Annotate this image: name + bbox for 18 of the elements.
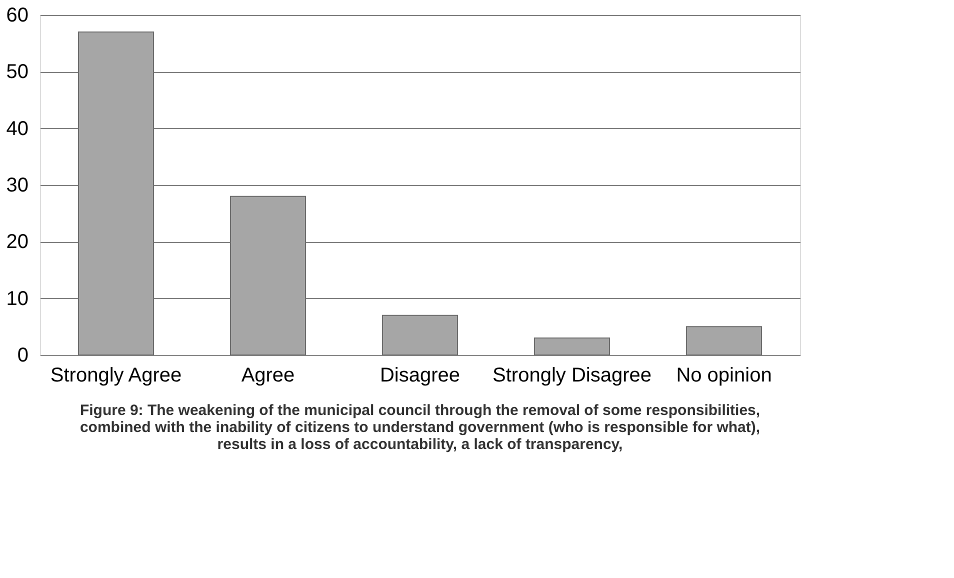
y-tick-label: 60 xyxy=(6,4,28,26)
y-tick-label: 20 xyxy=(6,231,28,254)
x-tick-label: Strongly Agree xyxy=(50,364,182,386)
text: Figure 9: The weakening of the municipal council through the removal of some responsibilities, combined with the inability of citizens to understand government (who is responsible for what), results in a loss of accountability, a lack of transparency, xyxy=(80,402,760,453)
x-tick-label: Disagree xyxy=(380,364,460,386)
bar xyxy=(686,326,762,356)
bar xyxy=(78,32,154,356)
x-tick-label: No opinion xyxy=(676,364,772,386)
bar xyxy=(382,314,458,356)
y-tick-label: 40 xyxy=(6,118,28,140)
y-tick-label: 50 xyxy=(6,61,28,84)
y-tick-label: 30 xyxy=(6,174,28,196)
bar xyxy=(230,196,306,356)
x-tick-label: Strongly Disagree xyxy=(492,364,652,386)
bar xyxy=(534,338,610,356)
y-tick-label: 10 xyxy=(6,288,28,310)
y-tick-label: 0 xyxy=(17,344,28,366)
x-tick-label: Agree xyxy=(241,364,295,386)
